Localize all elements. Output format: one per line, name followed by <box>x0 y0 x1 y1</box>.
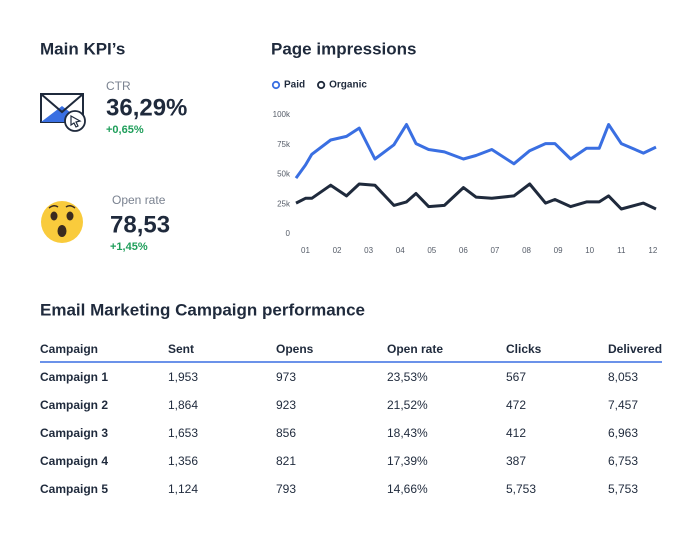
y-tick-label: 25k <box>277 199 291 208</box>
y-tick-label: 0 <box>286 229 291 238</box>
x-tick-label: 11 <box>617 246 626 255</box>
table-cell: 412 <box>506 426 526 440</box>
x-tick-label: 02 <box>333 246 342 255</box>
table-cell: 472 <box>506 398 526 412</box>
chart-title: Page impressions <box>271 39 417 58</box>
legend-label: Organic <box>329 80 367 91</box>
table-cell: 821 <box>276 454 296 468</box>
table: Campaign Sent Opens Open rate Clicks Delivere… <box>40 342 662 496</box>
table-cell: Campaign 5 <box>40 482 108 496</box>
line-series <box>295 182 657 211</box>
column-header: Opens <box>276 342 314 356</box>
kpi-label: CTR <box>106 79 131 93</box>
table-cell: 17,39% <box>387 454 428 468</box>
column-header: Campaign <box>40 342 98 356</box>
table-cell: 6,963 <box>608 426 638 440</box>
x-tick-label: 06 <box>459 246 468 255</box>
line-chart: 0 25k 50k 75k 100k 01 02 03 04 05 06 07 08 09 10 11 12 Pa… <box>271 80 658 255</box>
table-cell: 1,864 <box>168 398 198 412</box>
kpi-change: +1,45% <box>110 241 148 253</box>
y-tick-label: 50k <box>277 170 291 179</box>
x-tick-label: 01 <box>301 246 310 255</box>
table-cell: 5,753 <box>506 482 536 496</box>
line-series <box>294 123 657 179</box>
x-tick-label: 08 <box>522 246 531 255</box>
column-header: Open rate <box>387 342 443 356</box>
table-cell: 1,356 <box>168 454 198 468</box>
x-tick-label: 12 <box>648 246 657 255</box>
table-cell: 567 <box>506 370 526 384</box>
kpi-label: Open rate <box>112 193 166 207</box>
legend-marker <box>271 80 281 90</box>
table-cell: 1,953 <box>168 370 198 384</box>
table-cell: 6,753 <box>608 454 638 468</box>
table-cell: 1,653 <box>168 426 198 440</box>
x-tick-label: 09 <box>554 246 563 255</box>
table-cell: 1,124 <box>168 482 198 496</box>
x-tick-label: 10 <box>585 246 594 255</box>
x-tick-label: 03 <box>364 246 373 255</box>
table-cell: Campaign 4 <box>40 454 108 468</box>
column-header: Clicks <box>506 342 542 356</box>
table-cell: 923 <box>276 398 296 412</box>
table-cell: 14,66% <box>387 482 428 496</box>
legend-marker <box>317 80 326 90</box>
table-cell: 5,753 <box>608 482 638 496</box>
table-cell: 8,053 <box>608 370 638 384</box>
x-tick-label: 04 <box>396 246 405 255</box>
table-cell: Campaign 1 <box>40 370 108 384</box>
table-title: Email Marketing Campaign performance <box>40 300 365 319</box>
table-cell: 23,53% <box>387 370 428 384</box>
table-cell: 793 <box>276 482 296 496</box>
table-cell: 856 <box>276 426 296 440</box>
kpi-value: 36,29% <box>106 94 187 121</box>
kpi-title: Main KPI’s <box>40 39 125 58</box>
y-tick-label: 100k <box>273 110 291 119</box>
table-cell: 18,43% <box>387 426 428 440</box>
envelope-icon <box>40 93 86 132</box>
x-tick-label: 05 <box>427 246 436 255</box>
table-cell: 21,52% <box>387 398 428 412</box>
kpi-change: +0,65% <box>106 124 144 136</box>
x-tick-label: 07 <box>490 246 499 255</box>
emoji-icon <box>41 201 83 243</box>
table-cell: Campaign 3 <box>40 426 108 440</box>
table-cell: 7,457 <box>608 398 638 412</box>
table-cell: 973 <box>276 370 296 384</box>
column-header: Delivered <box>608 342 662 356</box>
table-cell: 387 <box>506 454 526 468</box>
kpi-value: 78,53 <box>110 211 170 238</box>
y-tick-label: 75k <box>277 140 291 149</box>
table-cell: Campaign 2 <box>40 398 108 412</box>
legend-label: Paid <box>284 80 305 91</box>
column-header: Sent <box>168 342 194 356</box>
